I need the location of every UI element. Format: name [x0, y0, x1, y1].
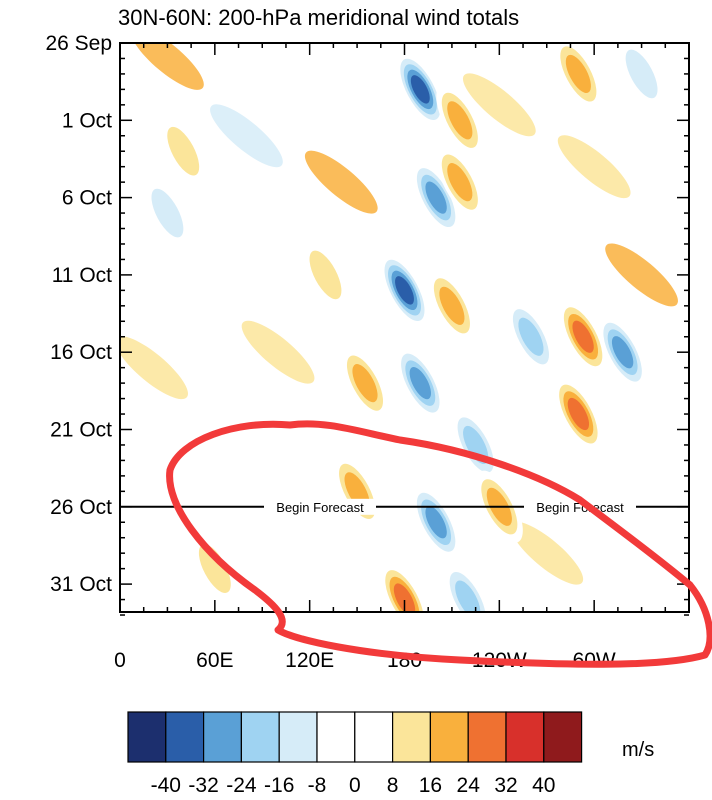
contour-band	[131, 43, 204, 90]
contour-packet	[439, 286, 465, 325]
contour-packet	[567, 397, 590, 431]
contour-packet	[518, 317, 544, 356]
contour-band	[120, 336, 188, 400]
contour-packet	[167, 126, 200, 176]
y-axis: 26 Sep 1 Oct 6 Oct 11 Oct 16 Oct 21 Oct 26 Oct…	[45, 32, 689, 616]
plot-area: Begin Forecast Begin Forecast	[119, 42, 690, 613]
x-axis: 0 60E 120E 180 120W 60W	[114, 43, 690, 672]
contour-band	[621, 444, 689, 508]
colorbar-unit-label: m/s	[622, 739, 654, 761]
colorbar-tick-label: -24	[226, 774, 257, 797]
x-tick-label: 120E	[285, 649, 334, 672]
contour-packet	[393, 583, 416, 612]
colorbar-swatch	[316, 711, 356, 763]
hand-drawn-highlight-ellipse	[166, 420, 712, 668]
y-tick-label: 26 Sep	[45, 32, 112, 55]
forecast-label-background	[524, 498, 636, 515]
colorbar-swatch	[543, 711, 583, 763]
contour-band	[178, 413, 252, 477]
contour-packet	[198, 544, 231, 593]
colorbar-tick-label: -16	[264, 774, 294, 797]
colorbar-tick-label: 32	[494, 774, 517, 797]
colorbar-tick-label: 0	[349, 774, 361, 797]
contour-band	[241, 320, 315, 384]
contour-packet	[410, 75, 430, 104]
colorbar-swatch	[278, 711, 318, 763]
y-tick-label: 6 Oct	[62, 187, 112, 210]
colorbar-swatch	[505, 711, 545, 763]
colorbar-swatch	[392, 711, 432, 763]
contour-packet	[572, 320, 594, 353]
contour-packet	[425, 506, 447, 539]
contour-field	[120, 43, 689, 612]
x-tick-label: 60E	[196, 649, 233, 672]
contour-packet	[409, 366, 431, 400]
x-tick-label: 60W	[573, 649, 616, 672]
colorbar-legend: -40 -32 -24 -16 -8 0 8 16 24 32 40	[127, 711, 583, 797]
contour-packet	[463, 425, 489, 465]
colorbar-swatch	[354, 711, 394, 763]
begin-forecast-label: Begin Forecast	[536, 500, 624, 515]
contour-band	[510, 521, 584, 585]
contour-packet	[352, 364, 378, 403]
begin-forecast-label: Begin Forecast	[276, 500, 364, 515]
chart-title: 30N-60N: 200-hPa meridional wind totals	[118, 5, 519, 30]
contour-packet	[447, 163, 473, 202]
contour-packet	[565, 54, 591, 94]
contour-band	[478, 212, 552, 276]
x-tick-label: 0	[114, 649, 126, 672]
y-tick-label: 26 Oct	[50, 496, 112, 519]
colorbar-swatch	[165, 711, 205, 763]
contour-band	[605, 243, 678, 307]
contour-band	[210, 104, 283, 168]
contour-packet	[151, 188, 184, 238]
contour-packet	[425, 181, 447, 214]
contour-band	[304, 150, 378, 214]
colorbar-tick-label: 40	[532, 774, 555, 797]
colorbar-swatch	[127, 711, 167, 763]
colorbar-tick-label: -40	[151, 774, 181, 797]
y-tick-label: 21 Oct	[50, 419, 112, 442]
colorbar-tick-label: -8	[308, 774, 327, 797]
contour-band	[557, 135, 631, 199]
colorbar-tick-label: -32	[188, 774, 218, 797]
contour-packet	[395, 276, 414, 305]
contour-packet	[625, 49, 658, 99]
colorbar-tick-label: 24	[457, 774, 481, 797]
colorbar-swatch	[467, 711, 507, 763]
contour-band	[336, 57, 410, 121]
contour-packet	[611, 336, 634, 369]
colorbar-tick-label: 8	[387, 774, 399, 797]
y-tick-label: 11 Oct	[52, 264, 112, 287]
y-tick-label: 1 Oct	[62, 109, 112, 132]
colorbar-tick-label: 16	[419, 774, 442, 797]
colorbar-swatch	[240, 711, 280, 763]
contour-packet	[455, 580, 481, 612]
y-tick-label: 31 Oct	[50, 573, 112, 596]
forecast-label-background	[264, 498, 376, 515]
colorbar-swatch	[429, 711, 469, 763]
contour-packet	[309, 250, 342, 300]
y-tick-label: 16 Oct	[50, 341, 112, 364]
contour-band	[462, 73, 536, 137]
contour-packet	[447, 101, 473, 140]
colorbar-swatch	[203, 711, 243, 763]
